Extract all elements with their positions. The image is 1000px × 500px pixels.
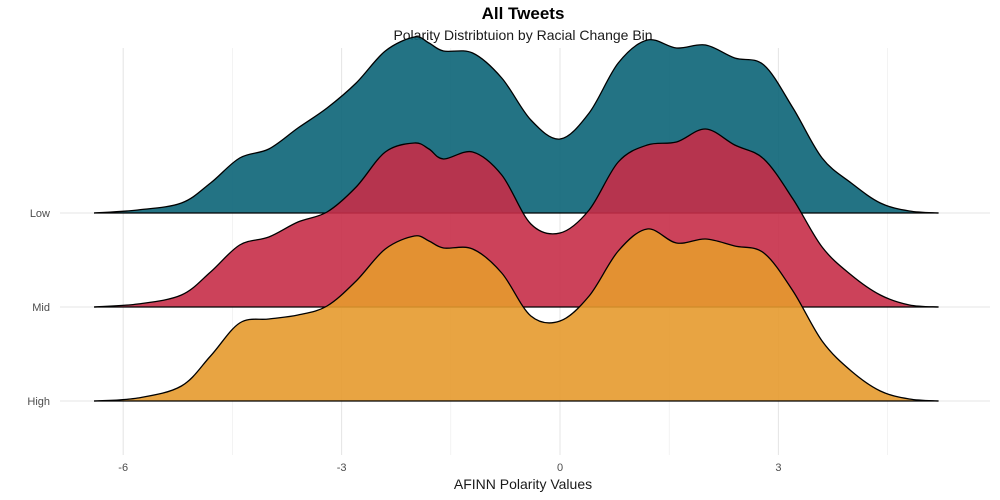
ridges: [94, 36, 939, 402]
ridge-outline-high: [94, 228, 939, 402]
y-tick-label-low: Low: [30, 208, 50, 220]
x-tick-label-1: -3: [337, 462, 347, 474]
ridge-outline-low: [94, 36, 939, 214]
x-tick-label-2: 0: [557, 462, 563, 474]
x-axis-title: AFINN Polarity Values: [453, 476, 593, 492]
ridge-area-low: [94, 36, 939, 214]
chart-subtitle: Polarity Distribtuion by Racial Change B…: [393, 27, 653, 43]
ridge-area-high: [94, 228, 939, 401]
x-tick-label-3: 3: [775, 462, 781, 474]
x-tick-label-0: -6: [118, 462, 128, 474]
ridge-outline-mid: [94, 128, 939, 308]
x-axis-labels: -6 -3 0 3: [118, 462, 781, 474]
chart-title: All Tweets: [481, 4, 565, 23]
y-tick-label-mid: Mid: [32, 302, 50, 314]
y-axis-labels: Low Mid High: [27, 208, 50, 408]
y-tick-label-high: High: [27, 396, 50, 408]
